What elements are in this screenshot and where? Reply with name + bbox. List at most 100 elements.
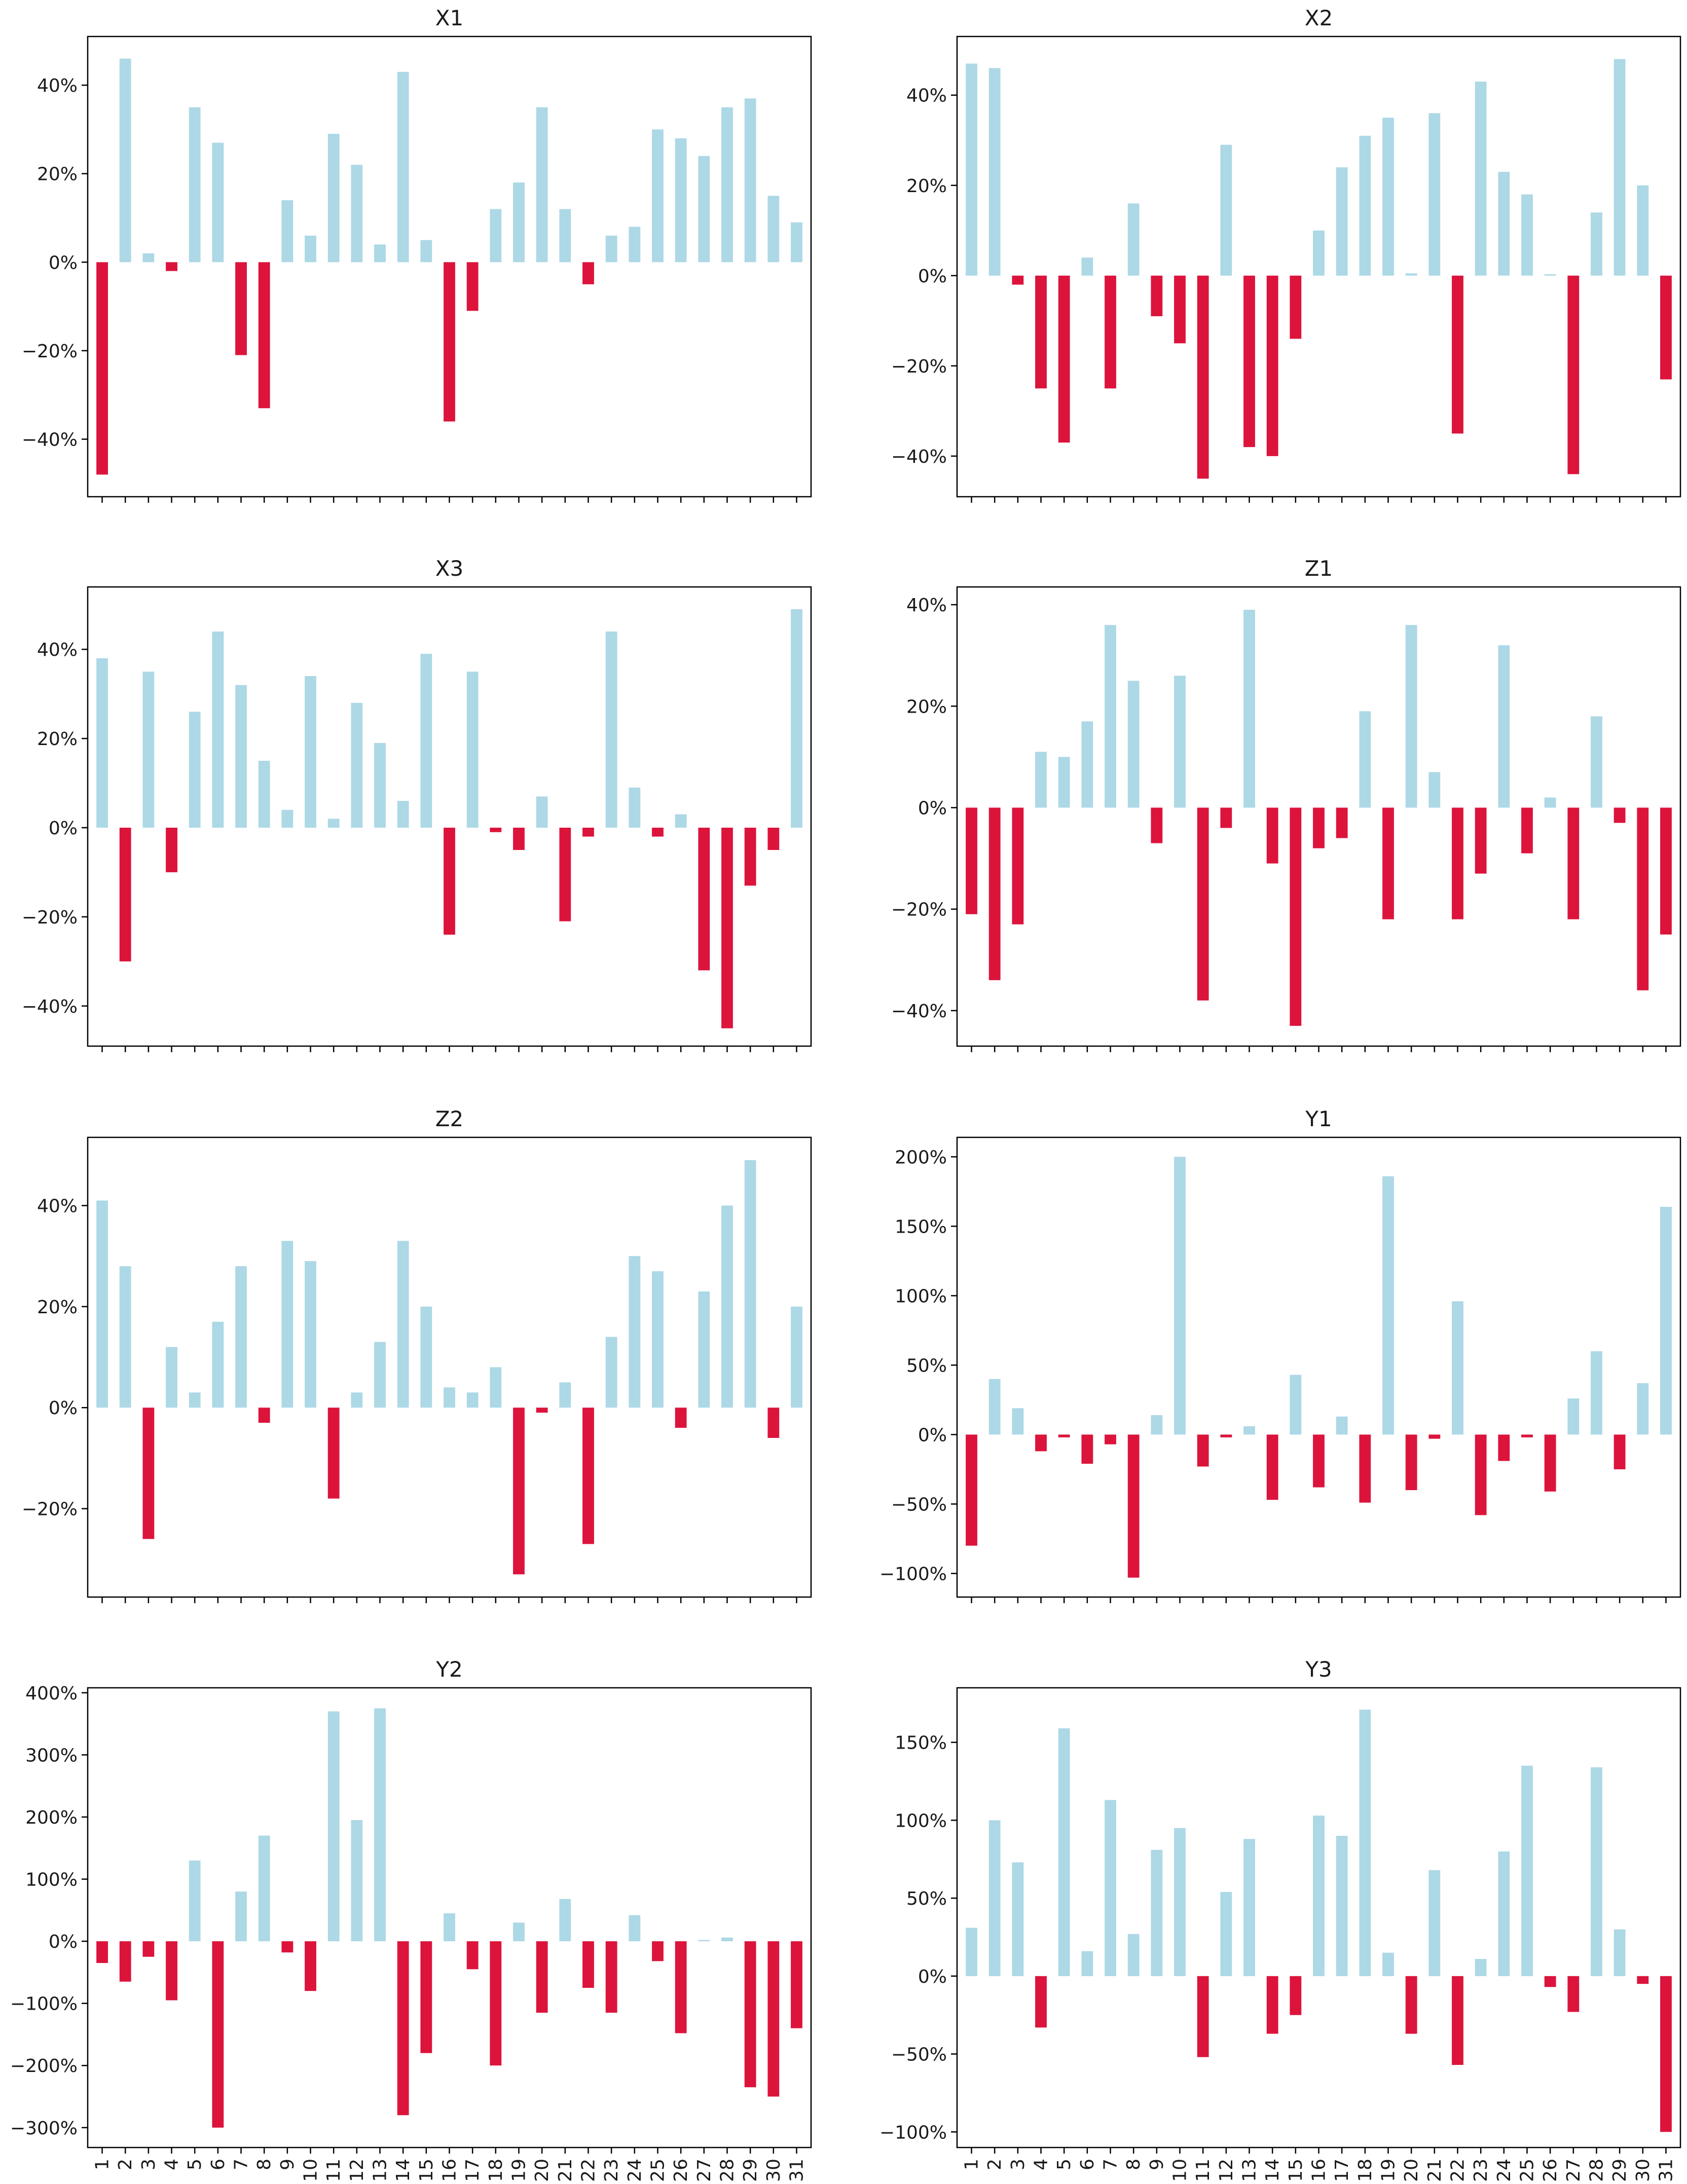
panel-z2: Z2 −20% 0% 20% 40% <box>22 1106 812 1603</box>
bar-14 <box>1266 1976 1278 2034</box>
bar-9 <box>281 1941 294 1953</box>
bar-7 <box>235 685 247 828</box>
bar-24 <box>629 1915 641 1942</box>
y-tick-label: −50% <box>891 1494 947 1515</box>
x-tick-label: 15 <box>416 2159 437 2182</box>
bar-24 <box>1498 1434 1510 1461</box>
bar-3 <box>142 672 155 828</box>
bar-10 <box>1174 1157 1186 1435</box>
panel-y3: Y3−100%−50%0%50%100%150%1 2 3 4 5 6 7 8 9 10 11 12 1… <box>879 1657 1681 2182</box>
bar-21 <box>559 1382 571 1408</box>
x-tick-label: 31 <box>1656 2159 1676 2182</box>
bar-25 <box>652 827 664 837</box>
bar-7 <box>1105 1434 1116 1445</box>
bar-20 <box>536 1941 548 2013</box>
y-tick-label: 40% <box>906 86 947 106</box>
bar-2 <box>988 807 1001 980</box>
bar-17 <box>1336 1836 1348 1976</box>
bar-15 <box>1290 807 1302 1026</box>
x-tick-label: 31 <box>786 2159 807 2182</box>
bar-18 <box>1359 1434 1371 1503</box>
bar-16 <box>444 262 455 422</box>
bar-31 <box>791 222 802 263</box>
y-tick-label: 40% <box>37 640 78 660</box>
panel-y2: Y2−300%−200%−100%0%100%200%300%400%1 2 3 4 5… <box>10 1657 812 2182</box>
bar-6 <box>1081 1434 1093 1464</box>
bar-19 <box>513 182 525 263</box>
bar-15 <box>420 240 432 263</box>
bar-23 <box>605 1337 617 1408</box>
bar-26 <box>1544 1434 1556 1492</box>
y-tick-label: 20% <box>37 164 78 185</box>
bar-8 <box>258 262 270 409</box>
y-tick-label: −300% <box>10 2118 78 2139</box>
bar-30 <box>767 1408 780 1438</box>
x-tick-label: 7 <box>1101 2159 1121 2170</box>
bar-21 <box>1428 772 1441 808</box>
x-tick-label: 6 <box>208 2159 229 2170</box>
bar-7 <box>235 1892 247 1942</box>
bar-6 <box>212 631 224 828</box>
bar-31 <box>1660 1976 1672 2132</box>
x-tick-label: 29 <box>740 2159 761 2182</box>
x-tick-label: 2 <box>984 2159 1005 2170</box>
bar-6 <box>1081 721 1093 808</box>
bar-14 <box>397 801 409 828</box>
y-tick-label: 150% <box>895 1216 947 1237</box>
bar-24 <box>1498 1851 1510 1976</box>
bar-18 <box>490 827 502 832</box>
bar-20 <box>536 1408 548 1413</box>
x-tick-label: 9 <box>277 2159 298 2170</box>
bar-1 <box>966 1928 977 1976</box>
y-tick-label: 400% <box>25 1683 78 1704</box>
bar-21 <box>1428 113 1441 276</box>
bar-28 <box>721 827 733 1028</box>
x-tick-label: 1 <box>92 2159 113 2170</box>
bar-28 <box>1591 1351 1602 1435</box>
panel-title: Y2 <box>435 1657 462 1682</box>
bar-15 <box>1290 1375 1302 1435</box>
bar-16 <box>444 827 455 935</box>
x-tick-label: 20 <box>532 2159 553 2182</box>
x-tick-label: 1 <box>962 2159 982 2170</box>
bar-19 <box>513 1922 525 1942</box>
y-tick-label: 0% <box>918 798 947 819</box>
bar-29 <box>744 827 756 886</box>
bar-5 <box>189 712 201 828</box>
x-tick-label: 28 <box>1586 2159 1607 2182</box>
bar-12 <box>351 1392 363 1408</box>
bar-17 <box>466 672 479 828</box>
bar-22 <box>582 827 594 837</box>
bar-11 <box>1197 275 1209 479</box>
bar-11 <box>327 1408 340 1499</box>
panel-x2: X2 −40% −20% 0% 20% 40% <box>891 6 1681 503</box>
bar-18 <box>490 1367 502 1408</box>
bar-14 <box>1266 807 1278 864</box>
y-tick-label: 0% <box>918 1425 947 1446</box>
bar-5 <box>189 1392 201 1408</box>
panel-title: X1 <box>435 6 464 30</box>
y-tick-label: −100% <box>879 2122 947 2143</box>
x-tick-label: 26 <box>671 2159 691 2182</box>
bar-18 <box>1359 1710 1371 1976</box>
y-tick-label: 50% <box>906 1889 947 1909</box>
bar-25 <box>1521 1765 1533 1976</box>
bar-17 <box>1336 167 1348 276</box>
bar-10 <box>1174 676 1186 808</box>
bar-15 <box>1290 1976 1302 2015</box>
x-tick-label: 27 <box>1563 2159 1584 2182</box>
axes-frame <box>956 1136 1681 1598</box>
bar-24 <box>1498 645 1510 808</box>
bar-13 <box>1243 1839 1255 1976</box>
bar-10 <box>1174 1828 1186 1976</box>
x-tick-label: 22 <box>1447 2159 1468 2182</box>
y-tick-label: −40% <box>22 996 78 1017</box>
bar-8 <box>1127 681 1140 808</box>
bar-23 <box>605 1941 617 2013</box>
bar-21 <box>559 1899 571 1942</box>
y-tick-label: 40% <box>906 595 947 616</box>
bar-27 <box>1567 1976 1580 2012</box>
x-tick-label: 26 <box>1540 2159 1561 2182</box>
x-tick-label: 4 <box>1031 2159 1052 2170</box>
x-tick-label: 14 <box>1262 2159 1283 2182</box>
